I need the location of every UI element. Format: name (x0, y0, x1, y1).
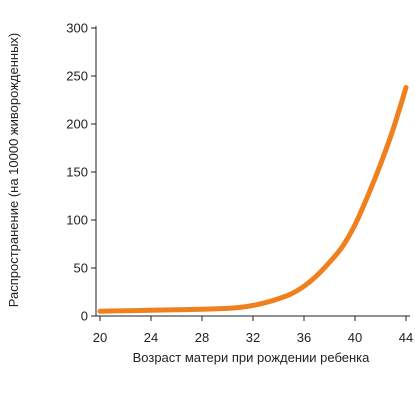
tick-labels: 0 50 100 150 200 250 300 20 24 28 32 36 40 44 (66, 21, 413, 346)
y-tick-label: 100 (66, 213, 88, 228)
y-tick-label: 50 (74, 261, 88, 276)
x-tick-label: 28 (195, 330, 209, 345)
y-tick-label: 0 (81, 309, 88, 324)
x-tick-label: 32 (246, 330, 260, 345)
x-tick-label: 44 (399, 330, 413, 345)
x-tick-label: 20 (93, 330, 107, 345)
axes (95, 26, 410, 317)
series-layer (97, 85, 409, 314)
y-axis-title: Распространение (на 10000 живорожденных) (6, 33, 21, 308)
x-tick-label: 40 (348, 330, 362, 345)
y-tick-label: 150 (66, 165, 88, 180)
tick-marks (91, 27, 407, 321)
y-tick-label: 300 (66, 21, 88, 36)
x-tick-label: 36 (297, 330, 311, 345)
series-line-0 (97, 85, 409, 314)
y-tick-label: 250 (66, 69, 88, 84)
y-tick-label: 200 (66, 117, 88, 132)
x-axis-title: Возраст матери при рождении ребенка (133, 350, 371, 365)
x-tick-label: 24 (144, 330, 158, 345)
